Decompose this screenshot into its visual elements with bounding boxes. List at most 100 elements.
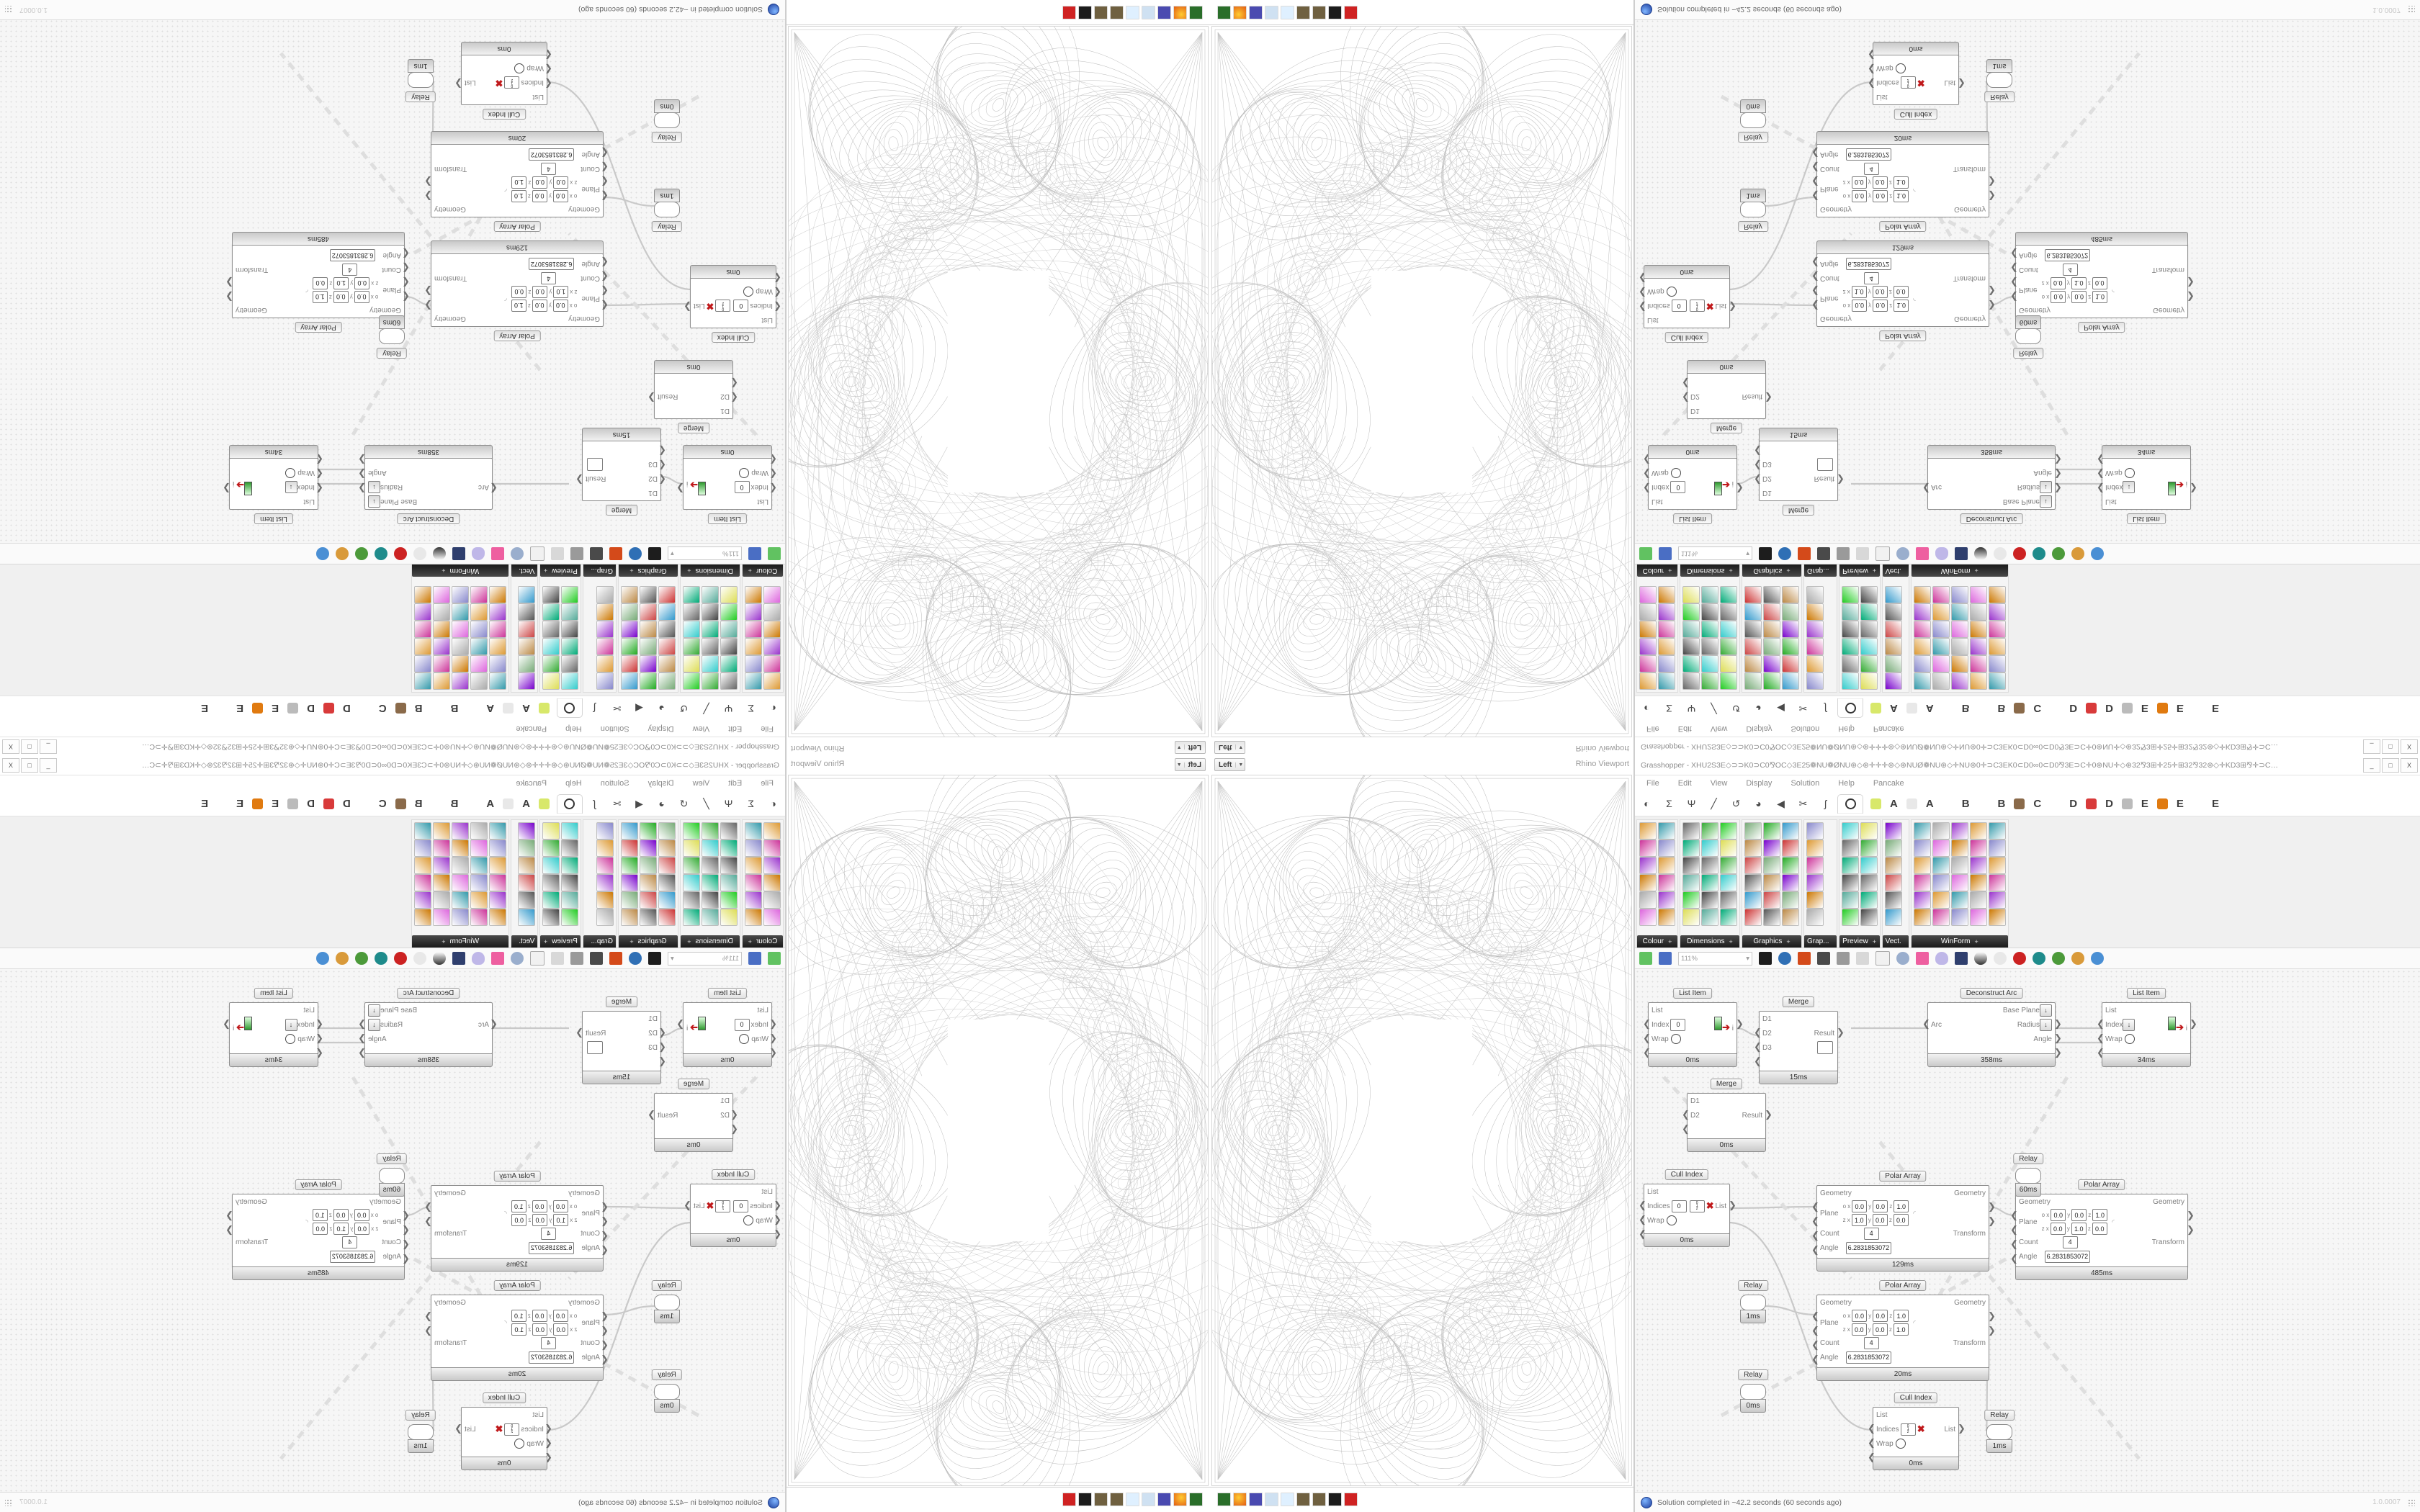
display-green-icon[interactable] xyxy=(2052,547,2065,560)
component-icon[interactable] xyxy=(702,672,719,690)
component-icon[interactable] xyxy=(542,621,560,638)
bake-flame-icon[interactable] xyxy=(609,547,622,560)
gh-component-cull-index-1[interactable]: Cull Index List Indices 0 0 1 2 ✖ List W… xyxy=(1639,1169,1736,1247)
component-icon[interactable] xyxy=(433,857,451,874)
component-icon[interactable] xyxy=(452,891,470,909)
gh-component-cull-index-2[interactable]: Cull Index List Indices 0 1 2 ✖ List Wra… xyxy=(454,1392,552,1470)
indices-value[interactable]: 0 xyxy=(1671,300,1687,312)
component-icon[interactable] xyxy=(1744,840,1762,857)
plane-oy[interactable]: 0.0 xyxy=(333,1209,349,1221)
port-nub[interactable]: ❯ xyxy=(424,1310,432,1321)
terminal-icon[interactable] xyxy=(1189,1493,1203,1506)
ribbon-tab-icon-3[interactable] xyxy=(431,798,442,809)
component-icon[interactable] xyxy=(720,655,738,672)
firefox-icon[interactable] xyxy=(1233,6,1247,19)
port-nub[interactable]: ❯ xyxy=(358,483,366,494)
component-icon[interactable] xyxy=(1744,857,1762,874)
preview-eye-icon[interactable] xyxy=(629,547,642,560)
zoom-extents-icon[interactable] xyxy=(648,547,661,560)
terminal-icon[interactable] xyxy=(1189,6,1203,19)
ribbon-tab-icon-5[interactable] xyxy=(2050,798,2061,809)
port-nub[interactable]: ❮ xyxy=(1811,162,1819,173)
display-orange-icon[interactable] xyxy=(336,952,349,965)
menu-item-view[interactable]: View xyxy=(692,779,710,788)
preview-shaded-icon[interactable] xyxy=(433,952,446,965)
plane-zx[interactable]: 1.0 xyxy=(553,1214,569,1226)
component-icon[interactable] xyxy=(433,638,451,655)
component-icon[interactable] xyxy=(1969,822,1987,840)
port-nub[interactable]: ❯ xyxy=(223,1018,230,1029)
gh-component-cull-index-1[interactable]: Cull Index List Indices 0 0 1 2 ✖ List W… xyxy=(684,265,781,343)
count-value[interactable]: 4 xyxy=(1863,272,1879,285)
component-icon[interactable] xyxy=(1913,822,1931,840)
port-nub[interactable]: ❮ xyxy=(1754,474,1762,485)
port-nub[interactable]: ❮ xyxy=(1643,1047,1651,1058)
display-teal-icon[interactable] xyxy=(2033,952,2045,965)
help-box-icon[interactable] xyxy=(491,952,504,965)
document-icon[interactable] xyxy=(1876,951,1890,966)
component-icon[interactable] xyxy=(658,621,676,638)
component-icon[interactable] xyxy=(763,874,781,891)
boolean-toggle-icon[interactable] xyxy=(743,287,754,297)
maximize-button[interactable]: □ xyxy=(2382,758,2399,773)
display-green-icon[interactable] xyxy=(355,547,368,560)
component-icon[interactable] xyxy=(452,638,470,655)
ribbon-icon-8[interactable]: ʃ xyxy=(593,798,596,809)
port-nub[interactable]: ❮ xyxy=(601,1201,609,1212)
component-icon[interactable] xyxy=(489,840,507,857)
close-button[interactable]: X xyxy=(2,739,19,754)
new-file-icon[interactable] xyxy=(768,547,781,560)
component-icon[interactable] xyxy=(683,638,700,655)
rhino-icon[interactable] xyxy=(1344,1493,1358,1506)
plane-zx[interactable]: 0.0 xyxy=(2050,277,2066,289)
flamingo-icon[interactable] xyxy=(1078,6,1092,19)
plane-zy[interactable]: 0.0 xyxy=(1872,286,1888,298)
panel-group-header[interactable]: Preview + xyxy=(1839,935,1880,948)
component-icon[interactable] xyxy=(1988,621,2006,638)
port-nub[interactable]: ❮ xyxy=(2010,248,2018,259)
index-value[interactable]: 0 xyxy=(1670,481,1686,494)
component-icon[interactable] xyxy=(1782,822,1799,840)
ribbon-tab-icon-3[interactable] xyxy=(431,703,442,714)
component-icon[interactable] xyxy=(720,909,738,926)
port-nub[interactable]: ❮ xyxy=(601,1339,609,1350)
component-icon[interactable] xyxy=(720,603,738,621)
ribbon-tab-letter-1[interactable]: A xyxy=(1925,797,1934,810)
component-icon[interactable] xyxy=(542,840,560,857)
empty-param[interactable] xyxy=(1817,458,1833,471)
ribbon-tab-letter-5[interactable]: D xyxy=(342,797,351,810)
panel-expand-icon[interactable]: + xyxy=(1668,567,1672,575)
component-icon[interactable] xyxy=(1806,874,1824,891)
component-icon[interactable] xyxy=(621,603,638,621)
panel-group-header[interactable]: Dimensions + xyxy=(681,564,740,577)
component-icon[interactable] xyxy=(1806,840,1824,857)
gh-relay-relay-2[interactable]: Relay 1ms xyxy=(652,1280,682,1323)
component-icon[interactable] xyxy=(470,840,488,857)
component-icon[interactable] xyxy=(621,874,638,891)
viewport-mode-dropdown[interactable]: Left ▼ xyxy=(1214,741,1246,754)
component-caption[interactable]: Polar Array xyxy=(1879,330,1927,341)
component-caption[interactable]: Cull Index xyxy=(1664,1169,1709,1180)
component-icon[interactable] xyxy=(658,655,676,672)
ribbon-tab-icon-4[interactable] xyxy=(2014,703,2025,714)
port-nub[interactable]: ❯ xyxy=(676,1018,684,1029)
component-icon[interactable] xyxy=(1988,891,2006,909)
panel-group-header[interactable]: WinForm + xyxy=(1911,564,2008,577)
ribbon-tab-icon-3[interactable] xyxy=(1978,798,1989,809)
component-icon[interactable] xyxy=(763,586,781,603)
boolean-toggle-icon[interactable] xyxy=(285,1034,296,1044)
component-icon[interactable] xyxy=(414,586,432,603)
component-icon[interactable] xyxy=(542,909,560,926)
component-icon[interactable] xyxy=(1988,672,2006,690)
grasshopper-canvas[interactable]: List Item List Index 0 ➔ i Wrap ❮ ❮ ❮ ❯ 0ms M… xyxy=(0,20,785,543)
component-icon[interactable] xyxy=(489,891,507,909)
component-icon[interactable] xyxy=(518,891,536,909)
component-caption[interactable]: Cull Index xyxy=(482,109,526,120)
port-nub[interactable]: ❮ xyxy=(1754,1056,1762,1066)
plane-oz[interactable]: 1.0 xyxy=(1894,190,1909,202)
preview-wire-icon[interactable] xyxy=(413,547,426,560)
rhino-3d-viewport[interactable] xyxy=(788,775,1209,1486)
port-nub[interactable]: ❮ xyxy=(490,483,498,494)
component-icon[interactable] xyxy=(1720,874,1737,891)
component-icon[interactable] xyxy=(1639,909,1657,926)
